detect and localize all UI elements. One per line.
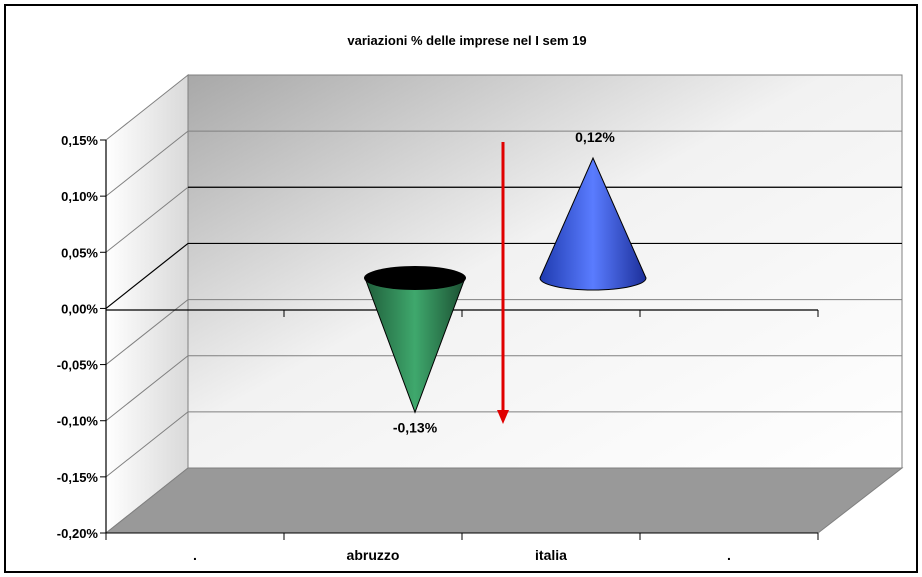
- y-tick-label: -0,05%: [57, 358, 99, 373]
- y-tick-label: 0,00%: [61, 301, 98, 316]
- gridline: [105, 242, 902, 309]
- cone-base: [364, 266, 466, 290]
- data-label: 0,12%: [575, 129, 615, 145]
- y-tick-label: 0,10%: [61, 189, 98, 204]
- x-tick-label: italia: [535, 547, 567, 563]
- y-tick-label: 0,15%: [61, 133, 98, 148]
- gridline: [105, 130, 902, 197]
- y-tick-label: 0,05%: [61, 245, 98, 260]
- x-tick-label: .: [193, 547, 197, 563]
- data-series: [364, 156, 647, 414]
- axes: [100, 139, 819, 540]
- gridlines: [105, 130, 902, 478]
- chart-title: variazioni % delle imprese nel I sem 19: [347, 33, 586, 48]
- arrow-head: [497, 410, 509, 424]
- gridline: [105, 299, 902, 365]
- y-tick-label: -0,20%: [57, 526, 99, 541]
- floor: [104, 467, 904, 534]
- gridline: [105, 411, 902, 478]
- data-label: -0,13%: [393, 419, 438, 435]
- x-tick-label: .: [727, 547, 731, 563]
- side-wall: [105, 73, 189, 535]
- y-tick-label: -0,15%: [57, 470, 99, 485]
- y-tick-labels: 0,15% 0,10% 0,05% 0,00% -0,05% -0,10% -0,15% -0…: [57, 133, 99, 541]
- x-tick-label: abruzzo: [347, 547, 400, 563]
- gridline: [105, 355, 902, 422]
- y-tick-label: -0,10%: [57, 414, 99, 429]
- data-labels: -0,13% 0,12%: [393, 129, 616, 435]
- x-tick-labels: . abruzzo italia.: [193, 547, 731, 563]
- annotations: [497, 142, 509, 424]
- cone-italia: [539, 156, 647, 291]
